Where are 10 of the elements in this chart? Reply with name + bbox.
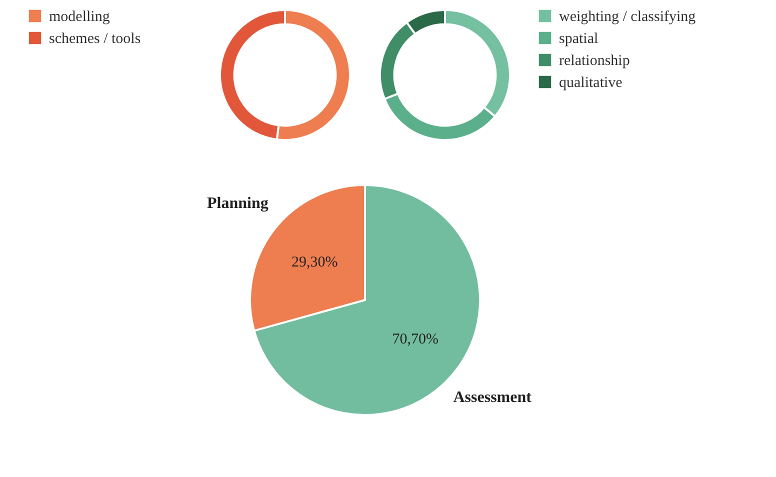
slice-label: Planning	[206, 195, 268, 212]
legend-label: weighting / classifying	[559, 9, 696, 25]
legend-label: schemes / tools	[49, 31, 141, 47]
data-label: 70,70%	[392, 331, 438, 348]
slice-label: Assessment	[453, 388, 532, 406]
legend-label: modelling	[49, 9, 110, 25]
data-label: 29,30%	[292, 254, 338, 271]
legend-label: relationship	[559, 53, 630, 69]
legend-label: spatial	[559, 31, 598, 47]
legend-label: qualitative	[559, 75, 623, 91]
